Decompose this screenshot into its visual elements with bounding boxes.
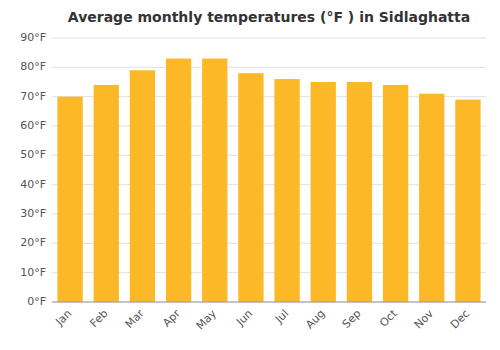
bar bbox=[347, 82, 372, 302]
y-tick-label: 70°F bbox=[20, 90, 46, 103]
y-tick-label: 80°F bbox=[20, 60, 46, 73]
y-grid bbox=[52, 38, 486, 302]
x-tick-label: Oct bbox=[377, 307, 400, 330]
x-tick-label: Mar bbox=[123, 307, 147, 331]
grid-line bbox=[52, 67, 486, 68]
y-tick-label: 0°F bbox=[27, 295, 46, 308]
y-tick-label: 10°F bbox=[20, 266, 46, 279]
x-tick-label: Sep bbox=[340, 307, 364, 331]
x-tick-label: Dec bbox=[448, 307, 472, 331]
bar bbox=[419, 94, 444, 302]
bar bbox=[455, 100, 480, 302]
bar bbox=[383, 85, 408, 302]
bars bbox=[57, 59, 480, 302]
bar bbox=[130, 70, 155, 302]
x-tick-label: Apr bbox=[160, 307, 183, 330]
y-tick-label: 90°F bbox=[20, 31, 46, 44]
x-tick-label: Jan bbox=[52, 307, 74, 329]
grid-line bbox=[52, 302, 486, 303]
bar bbox=[274, 79, 299, 302]
y-tick-label: 20°F bbox=[20, 236, 46, 249]
y-tick-label: 40°F bbox=[20, 178, 46, 191]
bar bbox=[94, 85, 119, 302]
x-tick-label: Aug bbox=[303, 307, 327, 331]
x-tick-label: Jul bbox=[272, 307, 291, 326]
bar bbox=[311, 82, 336, 302]
x-tick-label: Jun bbox=[233, 307, 255, 329]
chart: Average monthly temperatures (°F ) in Si… bbox=[0, 0, 500, 350]
bar bbox=[238, 73, 263, 302]
bar bbox=[166, 59, 191, 302]
bar bbox=[202, 59, 227, 302]
x-tick-label: Nov bbox=[412, 307, 437, 332]
x-axis-line bbox=[52, 302, 486, 303]
x-tick-label: May bbox=[194, 307, 220, 333]
y-tick-label: 50°F bbox=[20, 148, 46, 161]
title: Average monthly temperatures (°F ) in Si… bbox=[68, 9, 470, 25]
x-tick-label: Feb bbox=[88, 307, 111, 330]
y-tick-label: 30°F bbox=[20, 207, 46, 220]
grid-line bbox=[52, 38, 486, 39]
y-tick-label: 60°F bbox=[20, 119, 46, 132]
bar bbox=[57, 97, 82, 302]
